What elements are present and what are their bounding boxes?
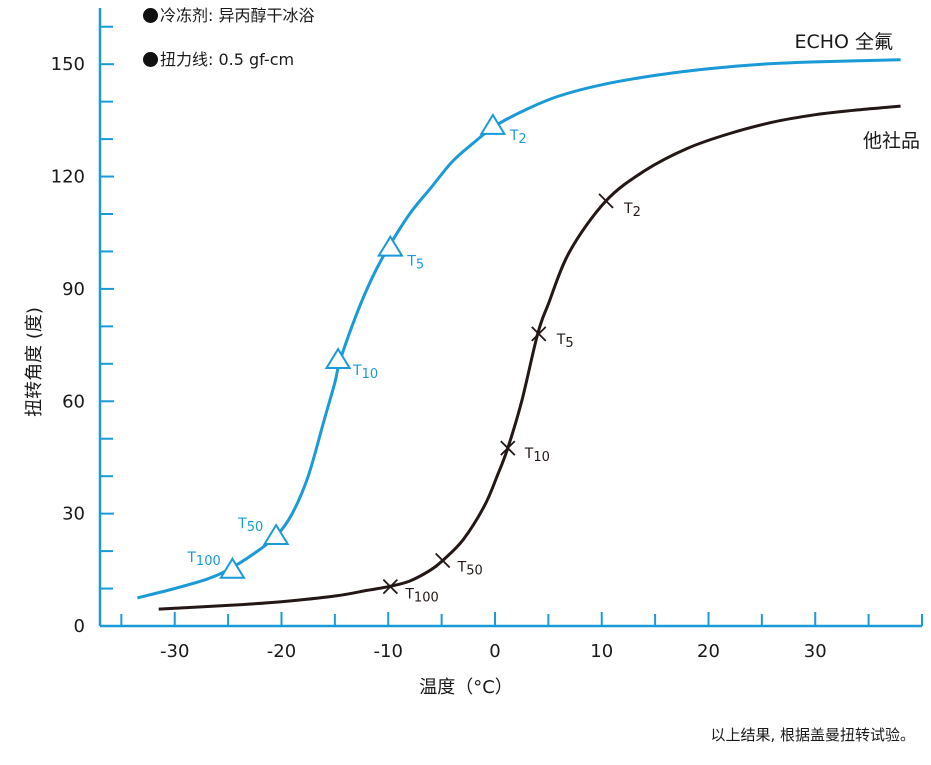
y-tick-label: 30: [62, 504, 85, 525]
triangle-marker: [219, 556, 246, 579]
y-tick-label: 90: [62, 279, 85, 300]
y-tick-label: 60: [62, 391, 85, 412]
point-label: T5: [406, 254, 424, 273]
point-label: T10: [524, 446, 550, 465]
x-tick-label: 10: [590, 641, 613, 662]
series-name-label: 他社品: [863, 130, 920, 152]
torque-wire-note: 扭力线: 0.5 gf-cm: [143, 46, 294, 70]
point-label: T2: [509, 128, 527, 147]
x-marker: [500, 440, 516, 456]
series-echo: T2 T5 T10 T50 T100 ECHO 全氟: [137, 31, 901, 600]
point-label: T50: [237, 516, 263, 535]
chart-plot-area: T2 T5 T10 T50 T100 ECHO 全氟 T2 T5 T10 T50 T100 他社品: [137, 31, 920, 611]
x-tick-label: 20: [697, 641, 720, 662]
point-label: T100: [186, 550, 220, 569]
point-label: T2: [623, 201, 641, 220]
x-tick-label: 0: [489, 641, 500, 662]
x-tick-label: 30: [804, 641, 827, 662]
point-label: T5: [556, 332, 574, 351]
triangle-marker: [377, 234, 404, 257]
footnote: 以上结果, 根据盖曼扭转试验。: [710, 726, 915, 744]
x-marker: [435, 552, 451, 569]
series-other: T2 T5 T10 T50 T100 他社品: [158, 104, 920, 611]
chart-axes: 0 30 60 90 120 150 -30 -20 -10 0 10 20 30: [51, 8, 923, 662]
point-label: T100: [404, 587, 438, 606]
x-tick-label: -10: [374, 641, 403, 662]
y-tick-label: 0: [74, 616, 85, 637]
refrigerant-note: 冷冻剂: 异丙醇干冰浴: [143, 2, 314, 26]
x-marker: [531, 326, 547, 342]
y-tick-label: 150: [51, 54, 85, 75]
x-axis-title: 温度（°C）: [419, 677, 513, 698]
triangle-marker: [262, 523, 290, 546]
series-name-label: ECHO 全氟: [794, 31, 893, 53]
x-tick-label: -20: [267, 641, 296, 662]
point-label: T50: [457, 559, 483, 578]
x-tick-label: -30: [160, 641, 189, 662]
triangle-marker: [324, 347, 352, 369]
point-label: T10: [352, 363, 378, 382]
y-axis-title: 扭转角度 (度): [24, 307, 45, 417]
triangle-marker: [479, 113, 507, 135]
x-marker: [598, 193, 614, 209]
torque-wire-note-text: 扭力线: 0.5 gf-cm: [160, 50, 295, 69]
bullet-icon: [143, 8, 158, 23]
y-tick-label: 120: [51, 167, 85, 188]
refrigerant-note-text: 冷冻剂: 异丙醇干冰浴: [160, 6, 315, 25]
bullet-icon: [143, 52, 158, 67]
x-marker: [382, 579, 399, 595]
